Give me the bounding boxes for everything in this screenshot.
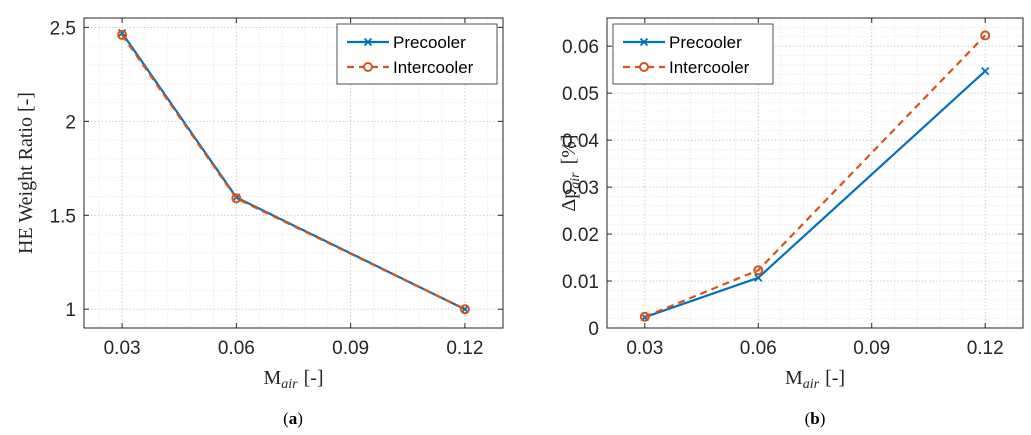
y-tick-label: 0.04 bbox=[562, 131, 599, 152]
legend-label: Intercooler bbox=[393, 58, 474, 77]
x-tick-label: 0.03 bbox=[626, 338, 663, 359]
y-axis-label-unit: [%] bbox=[558, 134, 580, 164]
axes-box bbox=[83, 17, 504, 329]
caption-open: ( bbox=[805, 409, 811, 428]
x-axis-label-sub: air bbox=[281, 377, 298, 392]
x-tick-label: 0.12 bbox=[446, 338, 483, 359]
series-intercooler bbox=[117, 29, 470, 315]
y-tick-label: 0.06 bbox=[562, 37, 599, 58]
legend-box bbox=[336, 23, 498, 85]
caption-close: ) bbox=[820, 409, 826, 428]
legend: Precooler Intercooler bbox=[612, 23, 774, 85]
data-point bbox=[753, 265, 764, 276]
legend-box bbox=[612, 23, 774, 85]
legend-marker bbox=[639, 62, 649, 72]
legend-marker bbox=[363, 37, 373, 47]
y-tick-label: 1 bbox=[65, 300, 76, 321]
x-axis-label-main: M bbox=[785, 367, 803, 389]
chart-panel-b: 0.03 0.06 0.09 0.12 0 0.01 0.02 0.03 0.04 0.05 0.0… bbox=[558, 17, 1024, 428]
y-axis-label-sub: air bbox=[568, 172, 583, 189]
data-point bbox=[459, 304, 470, 315]
series-line bbox=[121, 34, 466, 311]
legend-marker bbox=[363, 62, 373, 72]
data-point bbox=[980, 30, 991, 41]
axes-box bbox=[606, 17, 1024, 329]
legend-label: Precooler bbox=[669, 33, 742, 52]
y-axis-label: Δpair [%] bbox=[558, 134, 583, 211]
caption-letter: b bbox=[810, 409, 819, 428]
data-point bbox=[117, 29, 128, 40]
y-tick-label: 0.02 bbox=[562, 225, 599, 246]
x-tick-label: 0.03 bbox=[104, 338, 141, 359]
x-axis-label: Mair [-] bbox=[263, 367, 323, 392]
y-tick-label: 0.03 bbox=[562, 178, 599, 199]
grid bbox=[607, 17, 1023, 329]
data-point bbox=[981, 66, 990, 76]
y-tick-label: 0.05 bbox=[562, 84, 599, 105]
x-tick-label: 0.09 bbox=[853, 338, 890, 359]
data-point bbox=[754, 273, 763, 282]
grid bbox=[84, 18, 503, 329]
series-intercooler bbox=[639, 30, 991, 322]
x-axis-label-sub: air bbox=[803, 377, 820, 392]
caption-close: ) bbox=[297, 409, 303, 428]
data-point bbox=[639, 311, 650, 322]
y-tick-label: 2 bbox=[65, 112, 76, 133]
chart-panel-a: 0.03 0.06 0.09 0.12 1 1.5 2 2.5 Mair [-] HE Weight… bbox=[15, 17, 504, 428]
legend-label: Intercooler bbox=[669, 58, 750, 77]
y-axis-label: HE Weight Ratio [-] bbox=[15, 92, 37, 254]
y-tick-label: 2.5 bbox=[50, 18, 76, 39]
series-line bbox=[644, 34, 986, 318]
legend-marker bbox=[639, 37, 649, 47]
x-axis-label: Mair [-] bbox=[785, 367, 845, 392]
x-axis-label-main: M bbox=[263, 367, 281, 389]
x-tick-label: 0.06 bbox=[218, 338, 255, 359]
legend: Precooler Intercooler bbox=[336, 23, 498, 85]
x-tick-label: 0.12 bbox=[967, 338, 1004, 359]
panel-caption: (b) bbox=[805, 409, 826, 428]
y-tick-label: 1.5 bbox=[50, 206, 76, 227]
x-axis-label-unit: [-] bbox=[304, 367, 324, 389]
data-point bbox=[231, 193, 242, 204]
x-tick-label: 0.06 bbox=[740, 338, 777, 359]
legend-label: Precooler bbox=[393, 33, 466, 52]
y-tick-label: 0.01 bbox=[562, 272, 599, 293]
caption-open: ( bbox=[283, 409, 289, 428]
x-tick-label: 0.09 bbox=[332, 338, 369, 359]
y-tick-label: 0 bbox=[588, 319, 599, 340]
y-axis-label-main: Δp bbox=[558, 189, 580, 212]
panel-caption: (a) bbox=[283, 409, 303, 428]
x-axis-label-unit: [-] bbox=[825, 367, 845, 389]
caption-letter: a bbox=[289, 409, 298, 428]
